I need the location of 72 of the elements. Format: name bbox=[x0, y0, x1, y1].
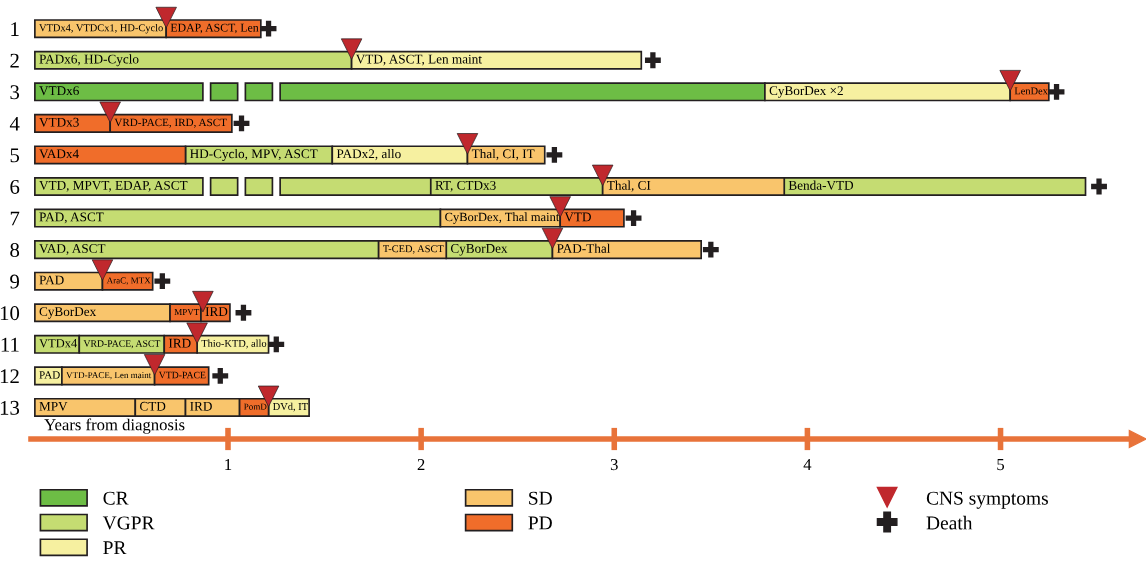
data-label: VTD-PACE, Len maint bbox=[66, 372, 152, 380]
y-tick-label: 4 bbox=[9, 116, 20, 131]
legend-label: VGPR bbox=[102, 516, 155, 530]
y-tick-label: 2 bbox=[10, 53, 19, 68]
legend-label: CNS symptoms bbox=[926, 491, 1048, 509]
bar bbox=[244, 82, 274, 102]
data-label: VRD-PACE, IRD, ASCT bbox=[114, 118, 227, 128]
data-label: PAD, ASCT bbox=[39, 212, 104, 224]
data-label: PAD-Thal bbox=[557, 243, 611, 253]
data-label: CyBorDex bbox=[39, 307, 97, 319]
data-label: Thal, CI bbox=[607, 180, 651, 192]
bar bbox=[209, 176, 239, 197]
data-label: AraC, MTX bbox=[106, 277, 151, 285]
annotation: CyBorDex ×2 bbox=[769, 86, 843, 98]
data-label: CTD bbox=[140, 401, 166, 411]
y-tick-label: 3 bbox=[10, 85, 20, 100]
data-label: Benda-VTD bbox=[788, 180, 854, 190]
legend-label: Death bbox=[926, 515, 973, 530]
legend-label: PD bbox=[528, 516, 552, 530]
data-label: VRD-PACE, ASCT bbox=[83, 340, 161, 349]
x-tick-label: 1 bbox=[225, 459, 232, 471]
data-label: VADx4 bbox=[39, 149, 79, 159]
data-label: VTD-PACE bbox=[158, 371, 206, 379]
data-label: IRD bbox=[205, 307, 228, 316]
data-label: IRD bbox=[168, 338, 191, 348]
data-label: VTDx4 bbox=[39, 339, 78, 348]
data-label: VTDx4, VTDCx1, HD-Cyclo bbox=[39, 23, 163, 34]
legend-label: SD bbox=[529, 491, 552, 505]
data-label: Thio-KTD, allo bbox=[201, 339, 267, 349]
y-tick-label: 13 bbox=[0, 400, 20, 415]
data-label: VTD bbox=[564, 212, 591, 222]
bar bbox=[34, 82, 204, 102]
data-label: VTDx3 bbox=[39, 117, 79, 127]
x-tick-label: 3 bbox=[610, 458, 618, 471]
data-label: PomD bbox=[244, 403, 267, 410]
data-label: T-CED, ASCT bbox=[383, 245, 444, 254]
x-tick-label: 4 bbox=[803, 459, 812, 471]
bar bbox=[209, 82, 239, 102]
y-tick-label: 6 bbox=[10, 179, 20, 194]
data-label: PADx2, allo bbox=[336, 148, 401, 161]
data-label: IRD bbox=[190, 401, 212, 411]
data-label: VTD, MPVT, EDAP, ASCT bbox=[39, 180, 188, 192]
y-tick-label: 10 bbox=[0, 306, 20, 321]
y-tick-label: 5 bbox=[10, 148, 20, 163]
data-label: HD-Cyclo, MPV, ASCT bbox=[190, 148, 318, 161]
bar bbox=[244, 176, 274, 197]
data-label: DVd, IT bbox=[273, 402, 308, 412]
data-label: VAD, ASCT bbox=[39, 244, 106, 255]
data-label: PADx6, HD-Cyclo bbox=[39, 54, 139, 67]
data-label: EDAP, ASCT, Len bbox=[170, 23, 259, 34]
data-label: LenDex bbox=[1014, 87, 1048, 95]
x-tick-label: 5 bbox=[997, 459, 1005, 471]
data-label: MPV bbox=[39, 401, 68, 411]
legend-label: PR bbox=[103, 541, 127, 555]
data-label: PAD bbox=[39, 371, 60, 379]
x-axis-title: Years from diagnosis bbox=[44, 418, 185, 434]
y-tick-label: 12 bbox=[0, 369, 19, 384]
y-tick-label: 11 bbox=[1, 337, 19, 352]
data-label: VTDx6 bbox=[39, 86, 79, 96]
data-label: MPVT bbox=[174, 309, 200, 316]
legend-label: CR bbox=[103, 491, 129, 505]
data-label: RT, CTDx3 bbox=[435, 180, 496, 192]
y-tick-label: 8 bbox=[10, 242, 20, 258]
y-tick-label: 9 bbox=[10, 274, 20, 289]
y-tick-label: 1 bbox=[11, 22, 19, 36]
data-label: CyBorDex, Thal maint bbox=[445, 212, 560, 224]
data-label: CyBorDex bbox=[450, 244, 508, 256]
y-tick-label: 7 bbox=[10, 211, 20, 226]
x-tick-label: 2 bbox=[417, 458, 425, 471]
data-label: Thal, CI, IT bbox=[471, 148, 535, 161]
data-label: VTD, ASCT, Len maint bbox=[355, 54, 482, 66]
data-label: PAD bbox=[39, 275, 64, 285]
